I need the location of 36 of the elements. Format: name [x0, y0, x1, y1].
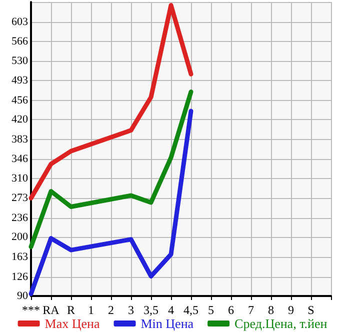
- y-tick-label: 420: [12, 114, 28, 126]
- y-tick-label: 236: [12, 212, 28, 224]
- y-tick-label: 273: [12, 192, 28, 204]
- y-tick-label: 310: [12, 172, 28, 184]
- y-tick-label: 603: [12, 16, 28, 28]
- legend-label: Max Цена: [44, 316, 100, 331]
- x-tick-label: 3,5: [144, 303, 158, 317]
- line-series: [28, 90, 194, 250]
- x-tick-label: 4: [168, 303, 174, 317]
- y-tick-label: 530: [12, 54, 28, 67]
- x-tick-label: RA: [42, 303, 60, 317]
- line-series: [28, 2, 194, 200]
- y-tick-label: 566: [12, 36, 28, 48]
- line-series: [28, 108, 194, 296]
- legend-label: Сред.Цена, т.йен: [234, 316, 328, 331]
- x-tick-label: 9: [288, 303, 294, 317]
- y-tick-label: 346: [12, 153, 28, 166]
- x-tick-label: 2: [108, 303, 114, 317]
- y-tick-label: 126: [12, 270, 28, 283]
- y-tick-label: 383: [12, 133, 28, 146]
- x-tick-label: 8: [268, 303, 274, 317]
- y-tick-label: 163: [12, 250, 28, 263]
- x-tick-label: 3: [128, 303, 134, 317]
- x-tick-label: R: [66, 303, 76, 317]
- y-tick-label: 200: [12, 231, 28, 244]
- x-tick-label: S: [308, 303, 314, 317]
- y-tick-label: 493: [12, 74, 28, 87]
- x-tick-label: 4,5: [184, 303, 198, 317]
- x-tick-label: 7: [248, 303, 254, 317]
- y-tick-label: 456: [12, 94, 28, 106]
- legend-label: Min Цена: [140, 316, 194, 331]
- x-tick-label: 6: [228, 303, 234, 317]
- x-tick-label: 5: [208, 303, 214, 317]
- y-tick-label: 90: [17, 290, 28, 302]
- x-tick-label: ***: [22, 303, 40, 317]
- x-tick-label: 1: [88, 303, 94, 317]
